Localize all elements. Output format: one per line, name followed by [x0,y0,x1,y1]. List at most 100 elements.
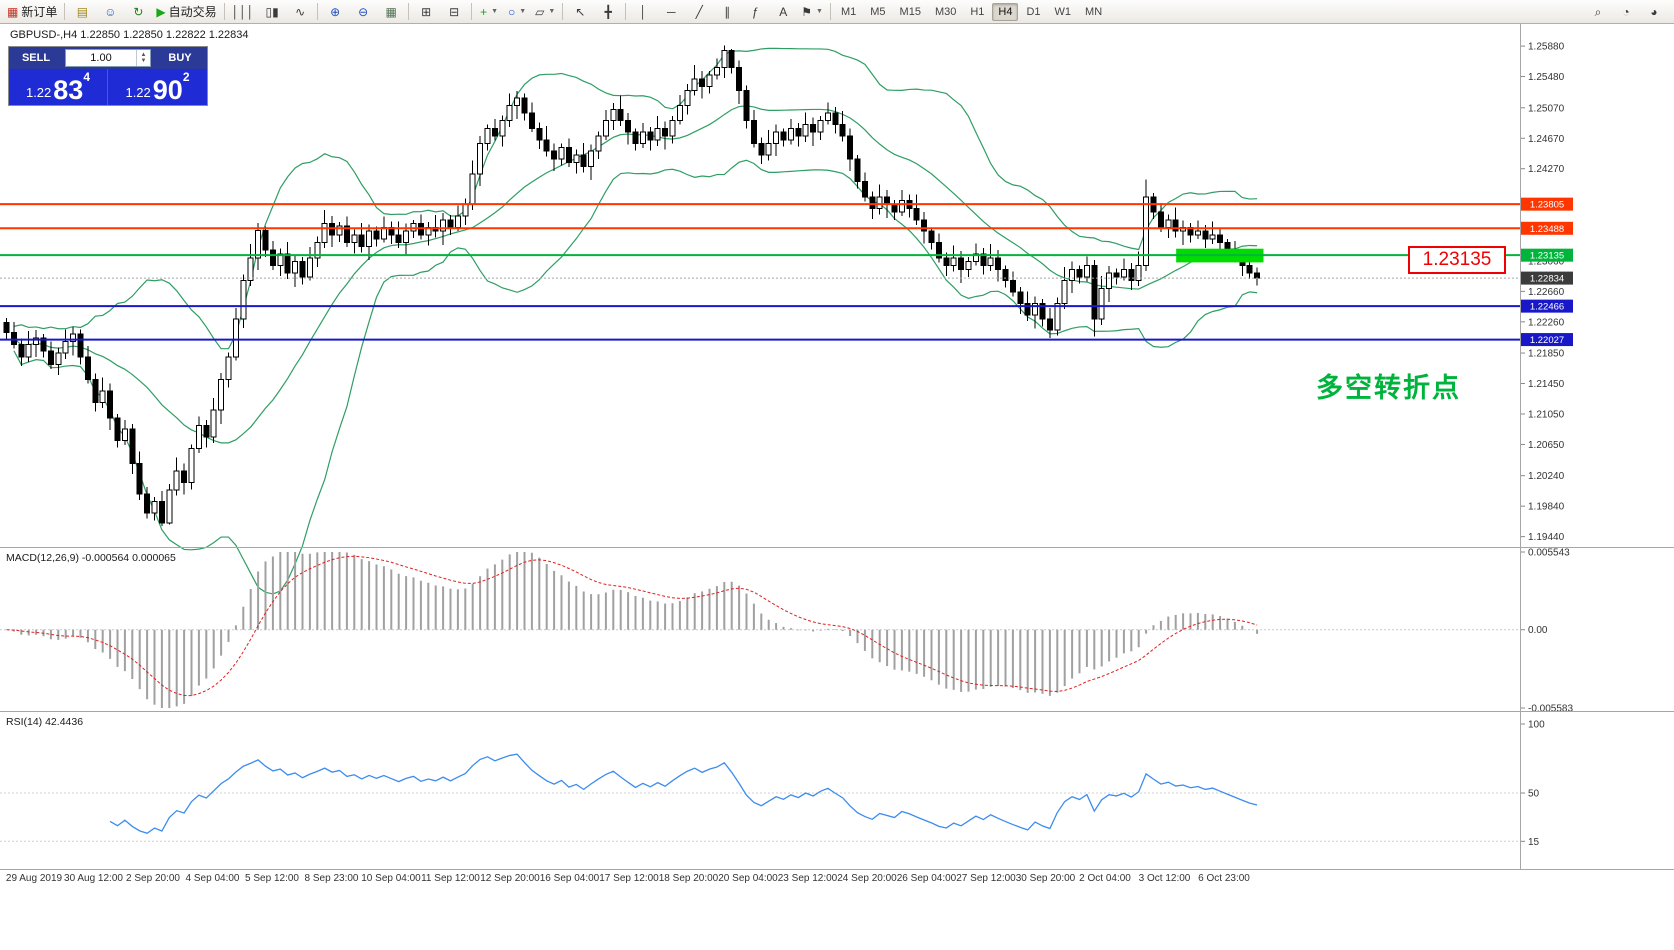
time-axis-label: 18 Sep 20:00 [659,873,719,884]
bear-candle-body [447,219,454,228]
profiles-button[interactable]: ▤ [68,1,96,23]
volume-input[interactable]: 1.00 ▲ ▼ [65,49,151,67]
chart-annotation-text[interactable]: 多空转折点 [1316,373,1461,403]
sell-price-display[interactable]: 1.22 83 4 [9,69,108,105]
price-tick-label: 1.22660 [1528,287,1565,298]
timeframe-button-d1[interactable]: D1 [1026,5,1041,18]
vertical-line-button[interactable]: │ [629,1,657,23]
fibonacci-button[interactable]: ƒ [741,1,769,23]
bear-candle-body [181,470,188,484]
bull-candle-body [721,50,728,68]
toolbar-separator [562,3,564,20]
bear-candle-body [1002,268,1009,282]
community-button[interactable]: ◕ [1640,1,1668,23]
bull-candle-body [802,124,809,137]
volume-spinner[interactable]: ▲ ▼ [136,50,150,66]
toolbar-separator [317,3,319,20]
timeframe-button-m1[interactable]: M1 [840,5,857,18]
sell-button[interactable]: SELL [9,47,63,69]
time-axis-label: 10 Sep 04:00 [361,873,421,884]
bull-candle-body [817,120,824,133]
spinner-up-icon[interactable]: ▲ [140,52,147,58]
time-axis-label: 24 Sep 20:00 [837,873,897,884]
candlestick-chart-button[interactable]: ▯▮ [258,1,286,23]
timeframe-button-m5[interactable]: M5 [870,5,886,18]
search-button[interactable]: ⌕ [1584,1,1612,23]
volume-value[interactable]: 1.00 [90,52,112,64]
market-watch-icon: ☺ [104,4,117,19]
price-line-label [1521,271,1573,285]
timeframe-button-m30[interactable]: M30 [934,5,957,18]
bull-candle-body [787,127,794,141]
bear-candle-body [958,257,965,270]
cursor-button[interactable]: ↖ [566,1,594,23]
time-axis-label: 3 Oct 12:00 [1139,873,1191,884]
bar-chart-button[interactable]: │││ [228,1,259,23]
new-order-button[interactable]: ▦ 新订单 [3,1,61,23]
bear-candle-body [869,196,876,209]
toolbar-separator [829,3,831,20]
text-label-button[interactable]: A [769,1,797,23]
new-order-button-label: 新订单 [21,5,58,19]
time-axis-label: 30 Sep 20:00 [1016,873,1076,884]
macd-scale-label: 0.00 [1528,625,1548,636]
timeframe-button-mn[interactable]: MN [1085,5,1103,18]
timeframe-button-w1[interactable]: W1 [1054,5,1072,18]
price-scale[interactable]: 1.25880 1.25480 1.25070 1.24670 1.24270 1.230… [1520,42,1573,544]
indicators-button[interactable]: + ▼ [475,1,503,23]
price-line-label [1521,299,1573,313]
time-axis[interactable]: 29 Aug 2019 30 Aug 12:00 2 Sep 20:00 4 Sep … [6,873,1250,884]
trendline-button[interactable]: ╱ [685,1,713,23]
bear-candle-body [617,108,624,122]
buy-button[interactable]: BUY [153,47,207,69]
arrows-button[interactable]: ⚑ ▼ [797,1,827,23]
spinner-down-icon[interactable]: ▼ [140,58,147,64]
zoom-in-button[interactable]: ⊕ [321,1,349,23]
timeframe-button-h4[interactable]: H4 [992,2,1019,21]
arrows-icon: ⚑ [801,4,813,19]
bear-candle-body [203,424,210,438]
bull-candle-body [1194,230,1201,236]
price-line-label [1521,221,1573,235]
timeframe-button-m15[interactable]: M15 [899,5,921,18]
time-axis-label: 27 Sep 12:00 [956,873,1016,884]
help-button[interactable]: ◔ [1612,1,1640,23]
time-axis-label: 23 Sep 12:00 [778,873,838,884]
bear-candle-body [913,207,920,221]
cascade-windows-icon: ⊟ [449,4,460,19]
line-chart-button[interactable]: ∿ [286,1,314,23]
bull-candle-body [240,280,247,320]
bull-candle-body [950,257,957,266]
price-callout-label[interactable]: 1.23135 [1408,246,1506,274]
crosshair-button[interactable]: ╋ [594,1,622,23]
market-watch-button[interactable]: ☺ [96,1,124,23]
bear-candle-body [810,124,817,133]
auto-trading-button[interactable]: ▶ 自动交易 [152,1,220,23]
refresh-button[interactable]: ↻ [124,1,152,23]
zoom-out-button[interactable]: ⊖ [349,1,377,23]
cascade-windows-button[interactable]: ⊟ [440,1,468,23]
bear-candle-body [743,89,750,122]
horizontal-line-button[interactable]: ─ [657,1,685,23]
rsi-scale-label: 100 [1528,720,1545,731]
tile-windows-button[interactable]: ⊞ [412,1,440,23]
bear-candle-body [262,229,269,251]
bear-candle-body [1046,318,1053,331]
bull-candle-body [173,470,180,491]
objects-button[interactable]: ○ ▼ [503,1,531,23]
buy-price-display[interactable]: 1.22 90 2 [108,69,207,105]
templates-button[interactable]: ▱ ▼ [531,1,559,23]
bear-candle-body [269,249,276,266]
horizontal-lines[interactable] [0,203,1520,341]
price-tick-label: 1.22260 [1528,317,1565,328]
grid-button[interactable]: ▦ [377,1,405,23]
price-tick-label: 1.25880 [1528,42,1565,53]
bear-candle-body [40,337,47,352]
bull-candle-body [55,352,62,365]
equidistant-channel-button[interactable]: ∥ [713,1,741,23]
timeframe-button-h1[interactable]: H1 [970,5,985,18]
bull-candle-body [306,257,313,278]
bear-candle-body [536,127,543,141]
bull-candle-body [366,230,373,247]
